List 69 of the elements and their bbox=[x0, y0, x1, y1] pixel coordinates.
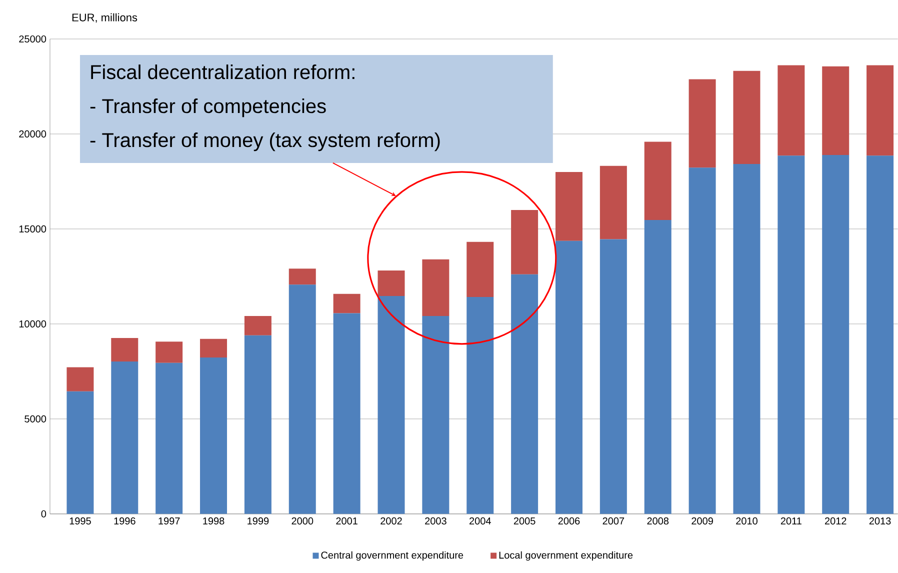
x-tick-label: 2012 bbox=[824, 517, 846, 525]
bar bbox=[644, 220, 672, 514]
bar bbox=[111, 362, 138, 514]
x-tick-label: 2013 bbox=[869, 517, 891, 525]
x-tick-label: 2009 bbox=[692, 517, 713, 525]
x-tick-label: 2010 bbox=[736, 517, 758, 525]
bar bbox=[511, 274, 538, 514]
bar bbox=[866, 65, 894, 156]
x-tick-label: 2000 bbox=[292, 517, 314, 525]
y-tick-label: 5000 bbox=[24, 415, 46, 423]
x-tick-label: 1999 bbox=[248, 517, 269, 525]
x-tick-label: 2001 bbox=[336, 517, 358, 525]
y-tick-label: 10000 bbox=[19, 320, 46, 328]
bar bbox=[333, 313, 360, 514]
bar bbox=[156, 342, 183, 363]
x-tick-label: 1997 bbox=[158, 517, 180, 525]
x-tick-label: 2004 bbox=[470, 517, 491, 525]
x-tick-label: 1996 bbox=[114, 517, 136, 525]
bar bbox=[556, 172, 582, 241]
legend-label: Central government expenditure bbox=[321, 551, 464, 561]
bar bbox=[600, 166, 627, 240]
annotation: Fiscal decentralization reform: bbox=[91, 64, 354, 80]
x-tick-label: 1998 bbox=[203, 517, 224, 525]
bar bbox=[822, 66, 850, 156]
bar bbox=[688, 79, 716, 168]
bar bbox=[511, 210, 538, 274]
y-axis-title: EUR, millions bbox=[72, 13, 138, 23]
bar bbox=[288, 268, 316, 285]
bar bbox=[644, 142, 672, 220]
x-tick-label: 2008 bbox=[647, 517, 669, 525]
x-tick-label: 2005 bbox=[514, 517, 536, 525]
bar bbox=[556, 240, 582, 514]
bar bbox=[778, 156, 805, 514]
bar bbox=[333, 294, 360, 314]
bar bbox=[422, 259, 450, 316]
y-tick-label: 20000 bbox=[19, 130, 46, 138]
legend-label: Local government expenditure bbox=[499, 551, 633, 561]
y-tick-label: 0 bbox=[41, 510, 46, 518]
x-tick-label: 2007 bbox=[602, 517, 624, 525]
bar bbox=[111, 338, 138, 362]
bar bbox=[733, 164, 760, 514]
bar bbox=[822, 155, 850, 514]
bar bbox=[66, 367, 94, 392]
bar bbox=[466, 242, 494, 298]
bar bbox=[378, 270, 405, 296]
bar bbox=[466, 297, 494, 514]
bar bbox=[244, 335, 272, 514]
x-tick-label: 2003 bbox=[425, 517, 446, 525]
x-tick-label: 2011 bbox=[780, 517, 802, 525]
annotation: - Transfer of competencies bbox=[90, 98, 326, 118]
bar bbox=[244, 316, 272, 336]
bar bbox=[378, 296, 405, 514]
bar bbox=[156, 362, 183, 514]
bar bbox=[866, 156, 894, 514]
bar bbox=[288, 284, 316, 514]
bar bbox=[778, 65, 805, 156]
bar bbox=[66, 391, 94, 514]
y-tick-label: 25000 bbox=[19, 36, 46, 43]
x-tick-label: 1995 bbox=[70, 517, 91, 525]
bar bbox=[733, 70, 760, 164]
y-tick-label: 15000 bbox=[19, 225, 46, 233]
annotation: - Transfer of money (tax system reform) bbox=[90, 132, 440, 152]
bar bbox=[600, 239, 627, 514]
bar bbox=[200, 338, 228, 358]
bar bbox=[422, 316, 450, 514]
x-tick-label: 2002 bbox=[380, 517, 402, 525]
bar bbox=[200, 358, 228, 514]
x-tick-label: 2006 bbox=[558, 517, 580, 525]
bar bbox=[688, 168, 716, 514]
